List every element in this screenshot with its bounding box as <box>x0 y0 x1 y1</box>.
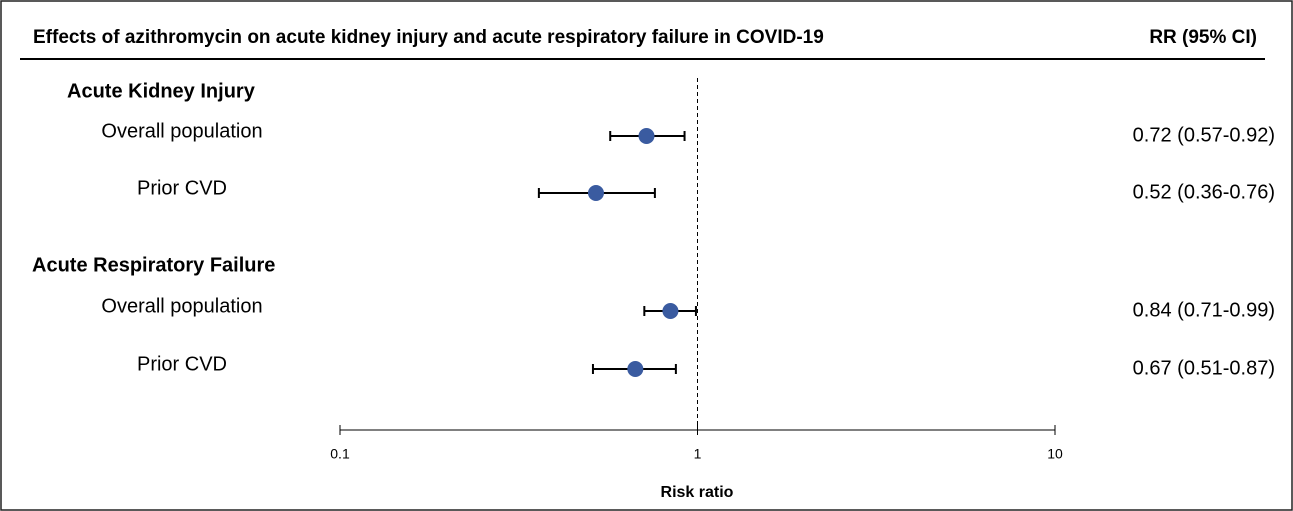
value-label: 0.84 (0.71-0.99) <box>1133 299 1275 321</box>
row-label: Prior CVD <box>137 353 227 375</box>
x-tick-label: 10 <box>1047 446 1063 462</box>
x-tick-label: 0.1 <box>330 446 350 462</box>
point <box>662 303 679 319</box>
point <box>627 361 644 377</box>
row-label: Prior CVD <box>137 177 227 199</box>
row-label: Overall population <box>101 295 262 317</box>
chart-title: Effects of azithromycin on acute kidney … <box>33 27 824 48</box>
point <box>587 185 604 201</box>
group-label: Acute Respiratory Failure <box>32 254 275 276</box>
point <box>638 128 655 144</box>
group-label: Acute Kidney Injury <box>67 80 256 102</box>
value-label: 0.52 (0.36-0.76) <box>1133 181 1275 203</box>
value-label: 0.72 (0.57-0.92) <box>1133 124 1275 146</box>
x-tick-label: 1 <box>694 446 702 462</box>
column-header: RR (95% CI) <box>1149 27 1257 48</box>
value-label: 0.67 (0.51-0.87) <box>1133 357 1275 379</box>
x-axis-label: Risk ratio <box>661 484 734 501</box>
row-label: Overall population <box>101 120 262 142</box>
